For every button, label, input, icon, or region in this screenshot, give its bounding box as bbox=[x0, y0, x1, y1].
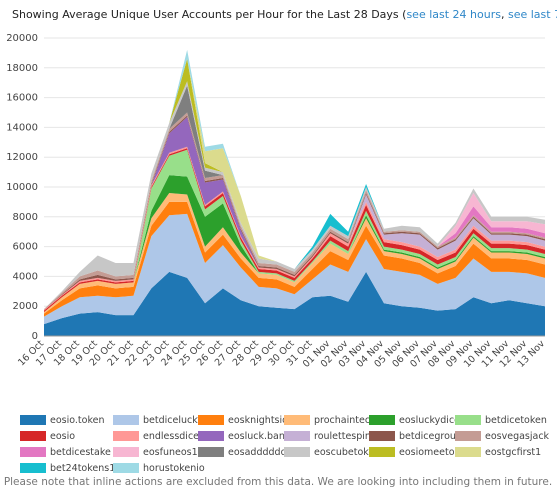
y-tick-label: 16000 bbox=[6, 93, 38, 104]
area bbox=[44, 201, 545, 317]
legend-swatch bbox=[455, 447, 481, 457]
legend-label: prochaintech bbox=[314, 415, 376, 426]
legend-label: eostgcfirst1 bbox=[485, 447, 541, 458]
legend-label: betdicegroup bbox=[399, 431, 462, 442]
punct: , bbox=[500, 8, 508, 21]
legend-label: eosknightsio bbox=[228, 415, 288, 426]
link[interactable]: see last 7 days bbox=[507, 8, 557, 21]
legend-swatch bbox=[455, 431, 481, 441]
link[interactable]: see last 24 hours bbox=[406, 8, 501, 21]
legend-swatch bbox=[198, 447, 224, 457]
legend-swatch bbox=[20, 447, 46, 457]
legend-label: eoscubetoken bbox=[314, 447, 380, 458]
chart-title: Showing Average Unique User Accounts per… bbox=[12, 8, 399, 21]
area bbox=[44, 271, 545, 336]
legend-swatch bbox=[455, 415, 481, 425]
legend-swatch bbox=[113, 415, 139, 425]
legend-label: eosadddddddd bbox=[228, 447, 299, 458]
legend-label: eosluck.bank bbox=[228, 431, 291, 442]
title-bar: Showing Average Unique User Accounts per… bbox=[12, 8, 557, 21]
y-tick-label: 2000 bbox=[13, 301, 38, 312]
legend-swatch bbox=[198, 415, 224, 425]
legend-swatch bbox=[284, 415, 310, 425]
note: Please note that inline actions are excl… bbox=[4, 476, 552, 488]
legend-label: horustokenio bbox=[143, 463, 205, 474]
legend-swatch bbox=[20, 415, 46, 425]
legend-swatch bbox=[284, 447, 310, 457]
legend-label: roulettespin bbox=[314, 431, 371, 442]
legend-swatch bbox=[369, 415, 395, 425]
y-tick-label: 8000 bbox=[13, 212, 38, 223]
legend-swatch bbox=[198, 431, 224, 441]
legend-swatch bbox=[284, 431, 310, 441]
y-tick-label: 14000 bbox=[6, 122, 38, 133]
area bbox=[44, 213, 545, 325]
legend-swatch bbox=[369, 447, 395, 457]
legend-swatch bbox=[20, 463, 46, 473]
y-tick-label: 10000 bbox=[6, 182, 38, 193]
legend-label: eosio bbox=[50, 431, 75, 442]
y-tick-label: 12000 bbox=[6, 152, 38, 163]
legend-label: eosvegasjack bbox=[485, 431, 550, 442]
legend-label: eosiomeetone bbox=[399, 447, 467, 458]
legend-label: betdicetoken bbox=[485, 415, 547, 426]
legend-swatch bbox=[113, 463, 139, 473]
legend-swatch bbox=[113, 447, 139, 457]
legend-swatch bbox=[20, 431, 46, 441]
punct: ( bbox=[402, 8, 407, 21]
y-tick-label: 4000 bbox=[13, 271, 38, 282]
legend-label: eosluckydice bbox=[399, 415, 460, 426]
area bbox=[44, 175, 545, 313]
area bbox=[44, 146, 545, 311]
y-tick-label: 0 bbox=[32, 331, 38, 342]
area bbox=[44, 149, 545, 313]
legend-label: betdicestake bbox=[50, 447, 111, 458]
legend-swatch bbox=[369, 431, 395, 441]
y-tick-label: 20000 bbox=[6, 33, 38, 44]
legend-label: betdicelucky bbox=[143, 415, 203, 426]
y-tick-label: 18000 bbox=[6, 63, 38, 74]
legend-swatch bbox=[113, 431, 139, 441]
y-tick-label: 6000 bbox=[13, 242, 38, 253]
legend-label: eosio.token bbox=[50, 415, 104, 426]
area bbox=[44, 148, 545, 313]
legend-label: eosfuneos111 bbox=[143, 447, 210, 458]
legend-label: endlessdicex bbox=[143, 431, 205, 442]
legend-label: bet24tokens1 bbox=[50, 463, 115, 474]
